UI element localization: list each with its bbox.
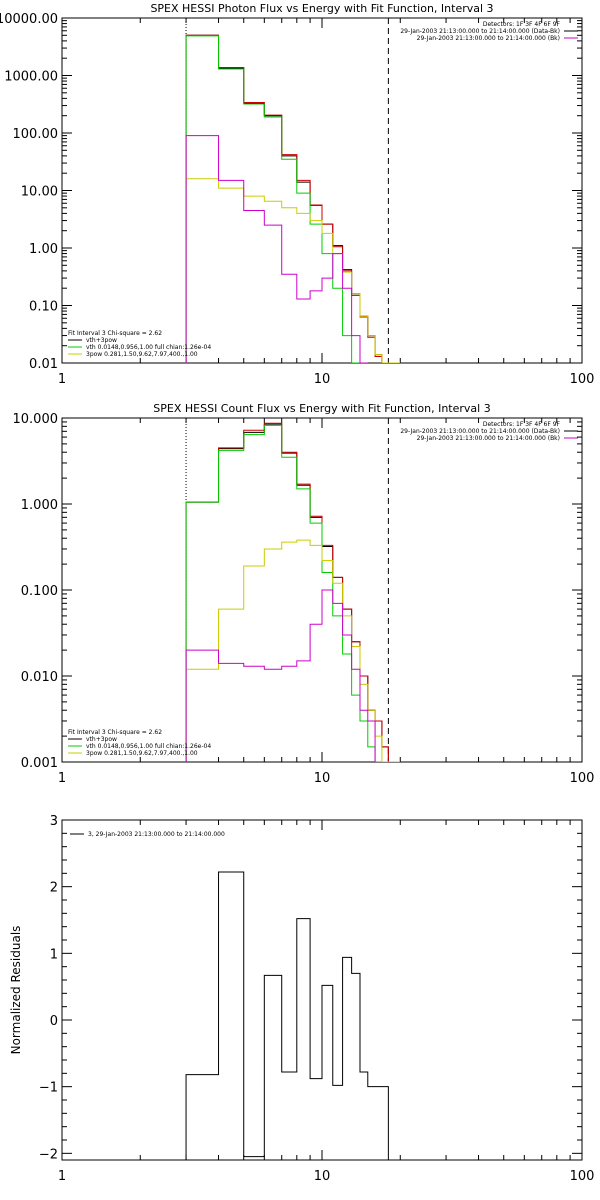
chart-title: SPEX HESSI Count Flux vs Energy with Fit… <box>153 402 490 415</box>
legend-top-right-text: 29-Jan-2003 21:13:00.000 to 21:14:00.000… <box>417 435 560 442</box>
series-line-4 <box>185 424 382 762</box>
y-tick-label: 10.000 <box>13 412 59 427</box>
x-tick-label: 100 <box>570 1169 595 1184</box>
y-tick-label: −2 <box>39 1147 58 1162</box>
legend-entry: vth+3pow <box>86 337 117 344</box>
series-line-1 <box>185 423 389 762</box>
series-line-6 <box>185 589 376 762</box>
x-tick-label: 1 <box>58 372 66 387</box>
y-tick-label: 2 <box>50 881 58 896</box>
y-tick-label: 0.100 <box>21 584 58 599</box>
x-tick-label: 1 <box>58 1169 66 1184</box>
legend-top-right-text: Detectors: 1F 3F 4F 6F 9F <box>483 21 561 28</box>
plot-frame <box>61 17 583 364</box>
series-group <box>185 422 401 762</box>
y-tick-label: 1000.00 <box>4 70 58 85</box>
x-tick-label: 10 <box>314 771 331 786</box>
legend-fit-header: Fit Interval 3 Chi-square = 2.62 <box>68 330 162 337</box>
legend-entry: vth+3pow <box>86 736 117 743</box>
y-tick-label: 10000.00 <box>0 12 58 27</box>
legend-entry: 3pow 0.281,1.50,9.62,7.97,400.,1.00 <box>86 351 198 358</box>
x-tick-label: 100 <box>570 372 595 387</box>
y-tick-label: 0.001 <box>21 756 58 771</box>
legend-bottom-left: Fit Interval 3 Chi-square = 2.62vth+3pow… <box>68 729 211 757</box>
legend-entry: 3pow 0.281,1.50,9.62,7.97,400.,1.00 <box>86 750 198 757</box>
series-line-5 <box>185 539 401 762</box>
chart-panel-3: Normalized Residuals 1 10 100 −2 −1 0 1 2 3 3, 29-… <box>9 814 594 1184</box>
series-line-2 <box>185 422 389 762</box>
x-tick-label: 10 <box>314 1169 331 1184</box>
legend-entry: 3, 29-Jan-2003 21:13:00.000 to 21:14:00.… <box>88 831 225 838</box>
legend-top-right-text: 29-Jan-2003 21:13:00.000 to 21:14:00.000… <box>400 28 560 35</box>
y-tick-label: 0.10 <box>29 300 58 315</box>
series-line-5 <box>185 178 401 363</box>
y-tick-label: 10.00 <box>21 185 58 200</box>
series-line-1 <box>185 871 389 1160</box>
y-tick-label: 0 <box>50 1014 58 1029</box>
x-tick-label: 1 <box>58 771 66 786</box>
chart-panel-1: SPEX HESSI Photon Flux vs Energy with Fi… <box>0 2 594 387</box>
series-group <box>185 34 401 363</box>
chart-panel-2: SPEX HESSI Count Flux vs Energy with Fit… <box>13 402 595 786</box>
legend-top-right-text: 29-Jan-2003 21:13:00.000 to 21:14:00.000… <box>417 35 560 42</box>
series-line-4 <box>185 35 368 363</box>
series-line-2 <box>185 34 389 363</box>
legend-bottom-left: Fit Interval 3 Chi-square = 2.62vth+3pow… <box>68 330 211 358</box>
y-tick-label: 1 <box>50 947 58 962</box>
x-tick-label: 10 <box>314 372 331 387</box>
y-tick-label: −1 <box>39 1081 58 1096</box>
series-line-6 <box>185 135 368 363</box>
legend-top-right-text: 29-Jan-2003 21:13:00.000 to 21:14:00.000… <box>400 428 560 435</box>
legend-entry: vth 0.0148,0.956,1.00 full chian:1.26e-0… <box>86 344 211 351</box>
legend-entry: vth 0.0148,0.956,1.00 full chian:1.26e-0… <box>86 743 211 750</box>
y-axis-label: Normalized Residuals <box>9 926 23 1055</box>
chart-title: SPEX HESSI Photon Flux vs Energy with Fi… <box>150 2 493 15</box>
legend-top-right-text: Detectors: 1F 3F 4F 6F 9F <box>483 421 561 428</box>
y-tick-label: 0.010 <box>21 670 58 685</box>
y-tick-label: 3 <box>50 814 58 829</box>
series-line-1 <box>185 34 389 363</box>
x-tick-label: 100 <box>570 771 595 786</box>
y-tick-label: 1.000 <box>21 498 58 513</box>
series-group <box>185 871 389 1160</box>
y-tick-label: 100.00 <box>13 127 59 142</box>
y-tick-label: 0.01 <box>29 357 58 372</box>
legend-fit-header: Fit Interval 3 Chi-square = 2.62 <box>68 729 162 736</box>
legend-residuals: 3, 29-Jan-2003 21:13:00.000 to 21:14:00.… <box>70 831 225 838</box>
y-tick-label: 1.00 <box>29 242 58 257</box>
